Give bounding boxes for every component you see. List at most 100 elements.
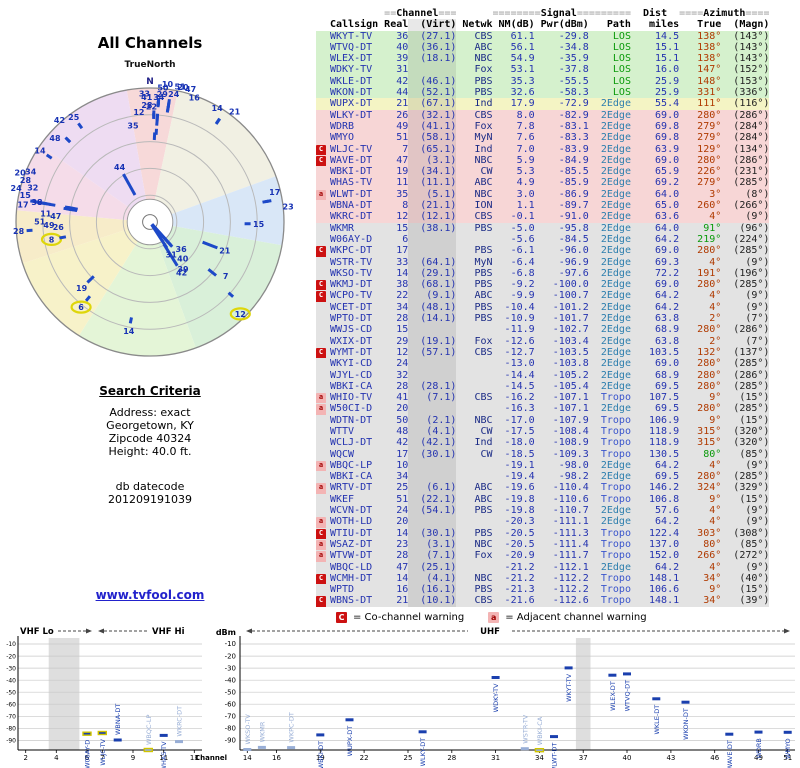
- svg-text:WLEX-DT: WLEX-DT: [609, 681, 617, 711]
- cell-azimuth-magnetic: (15°): [739, 493, 770, 505]
- cell-azimuth-true: 219°: [697, 233, 722, 245]
- cell-power: -83.1: [558, 120, 589, 132]
- cell-callsign: WCET-DT: [330, 301, 373, 313]
- svg-text:8: 8: [49, 235, 55, 244]
- svg-text:WBNA-DT: WBNA-DT: [114, 704, 122, 735]
- warning-cell: [316, 98, 330, 109]
- cell-path: Tropo: [600, 392, 631, 404]
- cell-callsign: WKYT-TV: [330, 30, 373, 42]
- cell-path: 2Edge: [600, 132, 631, 144]
- cell-miles: 65.9: [655, 166, 680, 178]
- cell-callsign: WDRB: [330, 120, 355, 132]
- svg-text:11: 11: [40, 210, 52, 219]
- svg-text:49: 49: [754, 754, 763, 762]
- column-header: Netwk: [462, 19, 493, 31]
- cell-noise-margin: 61.1: [510, 30, 535, 42]
- cell-miles: 69.5: [655, 403, 680, 415]
- cell-azimuth-magnetic: (286°): [733, 369, 770, 381]
- warning-cell: [316, 449, 330, 460]
- cell-virtual-channel: [408, 403, 457, 415]
- cell-noise-margin: -21.6: [504, 595, 535, 607]
- cell-azimuth-magnetic: (285°): [733, 471, 770, 483]
- table-row: WLKY-DT 26 (32.1) CBS 8.0 -82.9 2Edge 69.0 280° (…: [316, 109, 770, 121]
- table-row: WBKI-DT 19 (34.1) CW 5.3 -85.5 2Edge 65.9 226° (2…: [316, 166, 770, 178]
- cell-callsign: WKMR: [330, 222, 355, 234]
- cell-network: PBS: [474, 527, 493, 539]
- warning-cell: a: [316, 403, 330, 415]
- cell-power: -29.8: [558, 30, 589, 42]
- svg-text:14: 14: [243, 754, 252, 762]
- cell-noise-margin: -5.0: [510, 222, 535, 234]
- cell-path: 2Edge: [600, 516, 631, 528]
- cell-noise-margin: -10.4: [504, 301, 535, 313]
- cell-miles: 68.9: [655, 369, 680, 381]
- radar-signal-spokes: [26, 97, 272, 324]
- svg-text:39: 39: [177, 265, 189, 274]
- table-row: WBNA-DT 8 (21.1) ION 1.1 -89.7 2Edge 65.0 260° (2…: [316, 200, 770, 212]
- svg-text:13: 13: [190, 754, 199, 762]
- cell-network: Fox: [474, 64, 493, 76]
- svg-text:43: 43: [666, 754, 675, 762]
- cell-noise-margin: -16.3: [504, 403, 535, 415]
- cell-virtual-channel: [408, 233, 457, 246]
- cell-power: -58.3: [558, 87, 589, 99]
- svg-text:24: 24: [168, 90, 180, 99]
- svg-text:15: 15: [253, 220, 265, 229]
- svg-text:VHF Hi: VHF Hi: [152, 627, 185, 637]
- cell-noise-margin: 1.1: [516, 200, 535, 212]
- cell-noise-margin: -17.0: [504, 414, 535, 426]
- cell-path: 2Edge: [600, 154, 631, 166]
- co-channel-warning-badge: C: [316, 528, 326, 539]
- cell-path: 2Edge: [600, 369, 631, 381]
- cell-miles: 72.2: [655, 267, 680, 279]
- cell-network: CBS: [474, 211, 493, 223]
- cell-azimuth-true: 315°: [697, 425, 722, 437]
- cell-azimuth-true: 4°: [709, 290, 722, 302]
- cell-callsign: WBKI-CA: [330, 471, 373, 483]
- column-header: miles: [649, 19, 680, 31]
- cell-azimuth-true: 260°: [697, 200, 722, 212]
- cell-noise-margin: 35.3: [510, 75, 535, 87]
- cell-real-channel: 14: [396, 527, 409, 539]
- table-row: WUPX-DT 21 (67.1) Ind 17.9 -72.9 2Edge 55.4 111°…: [316, 98, 770, 110]
- cell-azimuth-true: 4°: [709, 211, 722, 223]
- svg-text:49: 49: [43, 221, 55, 230]
- table-row: WDRB 49 (41.1) Fox 7.8 -83.1 2Edge 69.8 279° (284…: [316, 120, 770, 133]
- cell-network: Ind: [474, 143, 493, 155]
- column-header: Real: [384, 19, 409, 31]
- cell-power: -85.9: [558, 177, 589, 189]
- svg-text:48: 48: [49, 134, 61, 143]
- cell-power: -101.7: [552, 313, 589, 325]
- svg-text:WKLE-DT: WKLE-DT: [653, 705, 661, 735]
- svg-text:32: 32: [27, 183, 38, 192]
- cell-azimuth-true: 280°: [697, 245, 722, 257]
- cell-azimuth-magnetic: (40°): [739, 572, 770, 584]
- co-channel-warning-badge: C: [316, 347, 326, 359]
- cell-network: MyN: [474, 132, 493, 144]
- cell-noise-margin: -20.3: [504, 516, 535, 528]
- cell-azimuth-magnetic: (284°): [733, 132, 770, 144]
- cell-network: Fox: [474, 120, 493, 132]
- cell-azimuth-true: 191°: [697, 267, 722, 279]
- cell-miles: 64.2: [655, 516, 680, 528]
- cell-virtual-channel: (65.1): [408, 143, 457, 155]
- table-row: WKYI-CD 24 -13.0 -103.8 2Edge 69.0 280° (285°): [316, 358, 770, 370]
- cell-miles: 148.1: [649, 572, 680, 584]
- cell-real-channel: 36: [396, 30, 409, 42]
- tvfool-link[interactable]: www.tvfool.com: [95, 588, 205, 602]
- cell-miles: 25.9: [655, 75, 680, 87]
- cell-miles: 65.0: [655, 200, 680, 212]
- cell-miles: 57.6: [655, 505, 680, 517]
- db-datecode-label: db datecode: [115, 480, 185, 493]
- cell-real-channel: 42: [396, 75, 409, 87]
- cell-virtual-channel: (21.1): [408, 200, 457, 212]
- cell-power: -34.8: [558, 41, 589, 53]
- cell-azimuth-magnetic: (134°): [733, 143, 770, 155]
- svg-text:47: 47: [50, 212, 61, 221]
- svg-text:-70: -70: [6, 714, 16, 721]
- cell-azimuth-magnetic: (231°): [733, 166, 770, 178]
- cell-path: 2Edge: [600, 222, 631, 234]
- cell-network: [456, 562, 492, 573]
- cell-virtual-channel: (7.1): [408, 392, 457, 404]
